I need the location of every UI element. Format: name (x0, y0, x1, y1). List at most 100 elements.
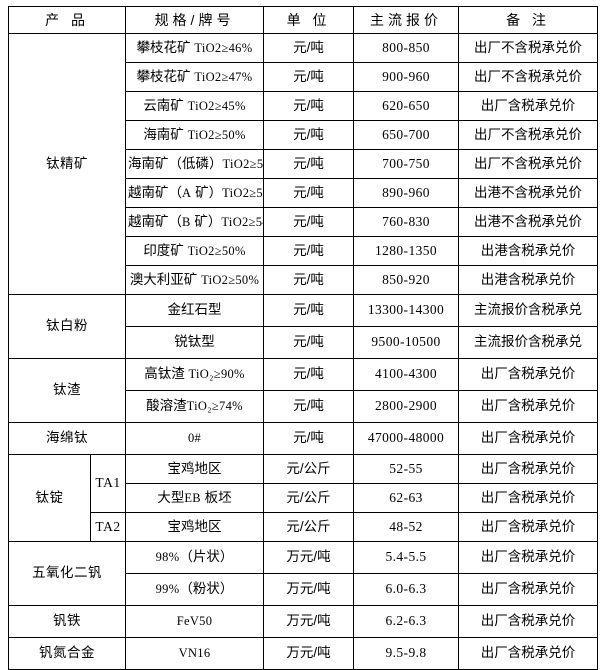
spec-cell: VN16 (125, 637, 265, 670)
unit-cell: 元/吨 (263, 91, 355, 121)
header-remark: 备 注 (458, 6, 599, 34)
header-spec: 规格/牌号 (125, 6, 265, 34)
spec-cell: 海南矿 TiO2≥50% (125, 120, 265, 150)
remark-cell: 出厂含税承兑价 (458, 358, 599, 391)
price-cell: 9500-10500 (353, 326, 460, 359)
price-cell: 6.0-6.3 (353, 573, 460, 606)
spec-cell: 澳大利亚矿 TiO2≥50% (125, 265, 265, 295)
remark-cell: 出厂含税承兑价 (458, 454, 599, 484)
titanium-vanadium-price-table: 产 品 规格/牌号 单 位 主流报价 备 注 钛精矿 攀枝花矿 TiO2≥46% 元… (7, 6, 599, 670)
unit-cell: 元/吨 (263, 236, 355, 266)
unit-cell: 万元/吨 (263, 605, 355, 638)
table-row: 钒氮合金 VN16 万元/吨 9.5-9.8 出厂含税承兑价 (7, 637, 599, 670)
product-name-cell: 钛白粉 (7, 294, 127, 359)
unit-cell: 元/吨 (263, 62, 355, 92)
price-cell: 850-920 (353, 265, 460, 295)
price-cell: 1280-1350 (353, 236, 460, 266)
unit-cell: 元/吨 (263, 33, 355, 63)
header-row: 产 品 规格/牌号 单 位 主流报价 备 注 (7, 6, 599, 34)
price-cell: 6.2-6.3 (353, 605, 460, 638)
unit-cell: 元/吨 (263, 326, 355, 359)
table-row: 云南矿 TiO2≥45% 元/吨 620-650 出厂含税承兑价 (9, 91, 599, 121)
spec-cell: 攀枝花矿 TiO2≥47% (125, 62, 265, 92)
spec-cell: 高钛渣 TiO₂≥90% (125, 358, 265, 391)
unit-cell: 元/吨 (263, 178, 355, 208)
price-cell: 4100-4300 (353, 358, 460, 391)
price-cell: 650-700 (353, 120, 460, 150)
price-cell: 52-55 (353, 454, 460, 484)
remark-cell: 出厂含税承兑价 (458, 541, 599, 574)
grade-cell: TA2 (89, 512, 127, 542)
remark-cell: 出港不含税承兑价 (458, 207, 599, 237)
price-cell: 9.5-9.8 (353, 637, 460, 670)
spec-cell: 攀枝花矿 TiO2≥46% (125, 33, 265, 63)
header-price: 主流报价 (353, 6, 460, 34)
unit-cell: 万元/吨 (263, 573, 355, 606)
unit-cell: 元/吨 (263, 358, 355, 391)
table-body: 钛精矿 攀枝花矿 TiO2≥46% 元/吨 800-850 出厂不含税承兑价 攀枝花矿 T… (7, 33, 599, 670)
unit-cell: 元/公斤 (263, 512, 355, 542)
price-cell: 48-52 (353, 512, 460, 542)
remark-cell: 出厂不含税承兑价 (458, 33, 599, 63)
price-cell: 700-750 (353, 149, 460, 179)
price-cell: 2800-2900 (353, 390, 460, 423)
spec-cell: 金红石型 (125, 294, 265, 327)
table-header: 产 品 规格/牌号 单 位 主流报价 备 注 (7, 6, 599, 34)
spec-cell: 越南矿（A 矿）TiO2≥50% (125, 178, 265, 208)
remark-cell: 出厂含税承兑价 (458, 91, 599, 121)
unit-cell: 元/吨 (263, 294, 355, 327)
remark-cell: 出厂含税承兑价 (458, 483, 599, 513)
spec-cell: 宝鸡地区 (125, 454, 265, 484)
remark-cell: 出厂不含税承兑价 (458, 120, 599, 150)
unit-cell: 元/吨 (263, 265, 355, 295)
table-row: 钛白粉 金红石型 元/吨 13300-14300 主流报价含税承兑 (7, 294, 599, 359)
spec-cell: 海南矿（低磷）TiO2≥50% (125, 149, 265, 179)
remark-cell: 出厂不含税承兑价 (458, 62, 599, 92)
spec-cell: 0# (125, 422, 265, 455)
spec-cell: 锐钛型 (125, 326, 265, 359)
remark-cell: 出厂含税承兑价 (458, 637, 599, 670)
table-row: 海绵钛 0# 元/吨 47000-48000 出厂含税承兑价 (7, 422, 599, 455)
remark-cell: 主流报价含税承兑 (458, 326, 599, 359)
price-cell: 890-960 (353, 178, 460, 208)
unit-cell: 元/吨 (263, 390, 355, 423)
table-row: 五氧化二钒 98%（片状） 万元/吨 5.4-5.5 出厂含税承兑价 (7, 541, 599, 606)
product-name-cell: 钛精矿 (7, 33, 127, 295)
unit-cell: 元/公斤 (263, 483, 355, 513)
product-name-cell: 钛锭 (8, 454, 91, 542)
product-name-cell: 钒氮合金 (7, 637, 127, 670)
remark-cell: 出港含税承兑价 (458, 265, 599, 295)
header-unit: 单 位 (263, 6, 355, 34)
spec-cell: 印度矿 TiO2≥50% (125, 236, 265, 266)
table-row: 钒铁 FeV50 万元/吨 6.2-6.3 出厂含税承兑价 (7, 605, 599, 638)
remark-cell: 出厂含税承兑价 (458, 390, 599, 423)
unit-cell: 元/公斤 (263, 454, 355, 484)
remark-cell: 出厂含税承兑价 (458, 422, 599, 455)
price-cell: 620-650 (353, 91, 460, 121)
remark-cell: 主流报价含税承兑 (458, 294, 599, 327)
spec-cell: 宝鸡地区 (125, 512, 265, 542)
remark-cell: 出厂含税承兑价 (458, 605, 599, 638)
table-row: 印度矿 TiO2≥50% 元/吨 1280-1350 出港含税承兑价 (9, 236, 599, 266)
header-product: 产 品 (7, 6, 127, 34)
price-cell: 5.4-5.5 (353, 541, 460, 574)
spec-cell: 98%（片状） (125, 541, 265, 574)
table-row: 钛渣 高钛渣 TiO₂≥90% 元/吨 4100-4300 出厂含税承兑价 (7, 358, 599, 423)
unit-cell: 万元/吨 (263, 637, 355, 670)
price-cell: 800-850 (353, 33, 460, 63)
table-row: 澳大利亚矿 TiO2≥50% 元/吨 850-920 出港含税承兑价 (9, 265, 599, 295)
spec-cell: 越南矿（B 矿）TiO2≥54% (125, 207, 265, 237)
product-name-cell: 五氧化二钒 (7, 541, 127, 606)
price-cell: 62-63 (353, 483, 460, 513)
table-row: 锐钛型 元/吨 9500-10500 主流报价含税承兑 (9, 326, 599, 359)
product-name-cell: 钒铁 (7, 605, 127, 638)
price-cell: 760-830 (353, 207, 460, 237)
product-name-cell: 钛渣 (7, 358, 127, 423)
remark-cell: 出厂含税承兑价 (458, 573, 599, 606)
price-cell: 13300-14300 (353, 294, 460, 327)
price-cell: 900-960 (353, 62, 460, 92)
unit-cell: 元/吨 (263, 422, 355, 455)
table-row: TA2 宝鸡地区 元/公斤 48-52 出厂含税承兑价 (9, 512, 599, 542)
remark-cell: 出港含税承兑价 (458, 236, 599, 266)
